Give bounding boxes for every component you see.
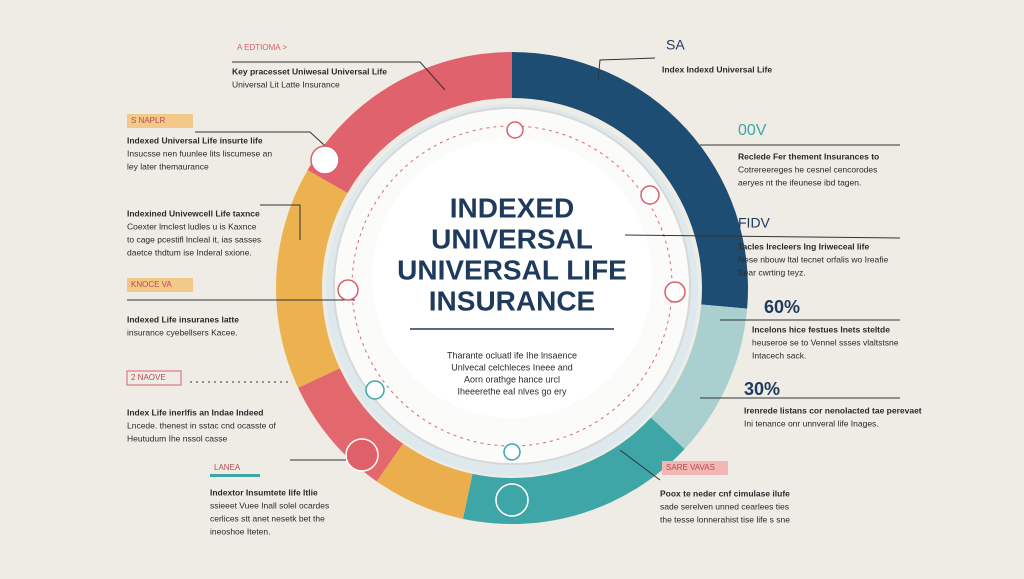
item-line: Universal Lit Latte Insurance bbox=[232, 79, 340, 89]
ring-segment bbox=[376, 443, 473, 519]
icon bbox=[337, 279, 359, 301]
title-line: UNIVERSAL bbox=[431, 223, 593, 254]
connector bbox=[619, 449, 661, 481]
ring-segment bbox=[650, 304, 748, 449]
tag: A EDTIOMA > bbox=[237, 43, 287, 52]
item-line: sade serelven unned cearlees ties bbox=[660, 501, 789, 511]
icon bbox=[345, 438, 379, 472]
item-line: Intacech sack. bbox=[752, 350, 806, 360]
center-text: Iheeerethe eaI nlves go ery bbox=[457, 386, 567, 396]
center-text: Unlvecal celchleces Ineee and bbox=[451, 362, 573, 372]
item-line: heuseroe se to Vennel ssses vlaltstsne bbox=[752, 337, 899, 347]
ring-segment bbox=[512, 52, 748, 309]
item-line: Ini tenance onr unnveral life Inages. bbox=[744, 418, 879, 428]
icon bbox=[503, 443, 521, 461]
item-line: aeryes nt the ifeunese ibd tagen. bbox=[738, 177, 861, 187]
title-line: INSURANCE bbox=[429, 285, 595, 316]
tag-box bbox=[210, 474, 260, 477]
tag: KNOCE VA bbox=[131, 280, 172, 289]
item-line: cerlices stt anet nesetk bet the bbox=[210, 513, 325, 523]
item-line: daetce thdtum ise Inderal sxione. bbox=[127, 247, 252, 257]
item-line: Incelons hice festues Inets steltde bbox=[752, 324, 890, 334]
item-line: the tesse lonnerahist tise life s sne bbox=[660, 514, 790, 524]
title-line: INDEXED bbox=[450, 192, 574, 223]
tag-box bbox=[127, 114, 193, 128]
item-line: ley later themaurance bbox=[127, 161, 209, 171]
icon bbox=[365, 380, 385, 400]
tag: FIDV bbox=[738, 215, 771, 231]
item-line: Indextor Insumtete Iife Itlie bbox=[210, 487, 318, 497]
item-line: ineoshoe Iteten. bbox=[210, 526, 271, 536]
item-line: Nese nbouw ltal tecnet orfalis wo Ireafi… bbox=[738, 254, 889, 264]
item-line: Poox te neder cnf cimulase ilufe bbox=[660, 488, 790, 498]
connector bbox=[232, 61, 446, 91]
ring-segment bbox=[276, 170, 348, 388]
item-line: Indexined Univewcell Life taxnce bbox=[127, 208, 260, 218]
item-line: Cotrereereges he cesnel cencorodes bbox=[738, 164, 877, 174]
center-text: Tharante ocluatl ife Ihe lnsaence bbox=[447, 350, 577, 360]
item-line: Tacles Irecleers Ing Iriweceal life bbox=[738, 241, 869, 251]
connector bbox=[260, 204, 301, 240]
center-disc bbox=[372, 138, 652, 418]
icon bbox=[506, 121, 524, 139]
tag: 60% bbox=[764, 297, 800, 317]
item-line: to cage pcestifl lncleal it, ias sasses bbox=[127, 234, 261, 244]
tag: S NAPLR bbox=[131, 116, 165, 125]
tag: SA bbox=[666, 37, 685, 53]
item-line: insurance cyebellsers Kacee. bbox=[127, 327, 238, 337]
item-line: Indexed Life insuranes latte bbox=[127, 314, 239, 324]
tag-box bbox=[126, 370, 182, 386]
tag-box bbox=[127, 278, 193, 292]
title-line: UNIVERSAL LIFE bbox=[397, 254, 627, 285]
ring-icons bbox=[310, 121, 686, 517]
item-line: Lncede. thenest in sstac cnd ocasste of bbox=[127, 420, 276, 430]
connector bbox=[624, 234, 901, 239]
item-line: Irenrede Iistans cor nenolacted tae pere… bbox=[744, 405, 922, 415]
icon bbox=[664, 281, 686, 303]
center-text: Aorn orathge hance urcl bbox=[464, 374, 560, 384]
item-line: ssieeet Vuee Inall solel ocardes bbox=[210, 500, 329, 510]
icon bbox=[310, 145, 340, 175]
item-line: Key pracesset Uniwesal Universal Life bbox=[232, 66, 387, 76]
item-line: Index Life inerlfis an Indae Indeed bbox=[127, 407, 264, 417]
item-line: Reclede Fer thement Insurances to bbox=[738, 151, 879, 161]
connector bbox=[597, 57, 656, 81]
tag: LANEA bbox=[214, 463, 241, 472]
tag: 2 NAOVE bbox=[131, 373, 166, 382]
icon bbox=[495, 483, 529, 517]
icon bbox=[640, 185, 660, 205]
item-line: Heutudum Ihe nssol casse bbox=[127, 433, 227, 443]
tag: 30% bbox=[744, 379, 780, 399]
item-line: Insucsse nen fuunlee lits liscumese an bbox=[127, 148, 272, 158]
tag: 00V bbox=[738, 122, 767, 139]
tag: SARE VAVAS bbox=[666, 463, 715, 472]
ring-segment bbox=[307, 52, 512, 193]
item-line: Index Indexd Universal Life bbox=[662, 64, 772, 74]
tag-box bbox=[662, 461, 728, 475]
item-line: Coexter lmclest ludles u is Kaxnce bbox=[127, 221, 257, 231]
item-line: Sear cwrting teyz. bbox=[738, 267, 806, 277]
item-line: Indexed Universal Life insurte life bbox=[127, 135, 263, 145]
